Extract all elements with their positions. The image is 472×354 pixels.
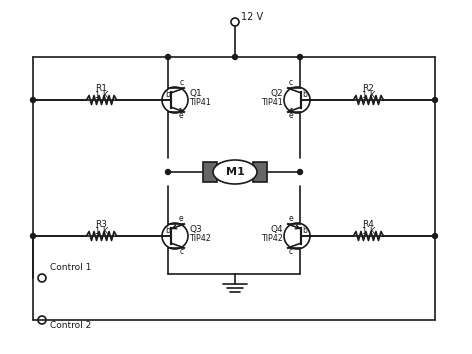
Text: Q2: Q2 — [270, 89, 283, 98]
Text: e: e — [289, 111, 293, 120]
Circle shape — [31, 97, 35, 103]
Text: M1: M1 — [226, 167, 244, 177]
Circle shape — [233, 55, 237, 59]
Circle shape — [166, 55, 170, 59]
Text: c: c — [289, 247, 293, 256]
Circle shape — [31, 234, 35, 239]
Text: e: e — [179, 214, 183, 223]
Circle shape — [432, 97, 438, 103]
Text: 1 K: 1 K — [95, 91, 108, 100]
Text: e: e — [289, 214, 293, 223]
Text: 1 K: 1 K — [362, 227, 375, 236]
Circle shape — [166, 170, 170, 175]
Text: Q4: Q4 — [270, 225, 283, 234]
Text: e: e — [179, 111, 183, 120]
Text: b: b — [302, 226, 307, 235]
Text: R1: R1 — [95, 84, 108, 93]
Text: 12 V: 12 V — [241, 12, 263, 22]
Text: Control 1: Control 1 — [50, 263, 92, 272]
Text: c: c — [179, 78, 183, 87]
Text: b: b — [165, 90, 170, 99]
Text: R3: R3 — [95, 220, 108, 229]
Text: TIP41: TIP41 — [189, 98, 211, 107]
Ellipse shape — [213, 160, 257, 184]
Text: Control 2: Control 2 — [50, 321, 91, 330]
Circle shape — [297, 170, 303, 175]
Circle shape — [297, 55, 303, 59]
Bar — [253, 162, 267, 182]
Text: TIP41: TIP41 — [261, 98, 283, 107]
Text: b: b — [302, 90, 307, 99]
Text: TIP42: TIP42 — [261, 234, 283, 243]
Text: 1 K: 1 K — [362, 91, 375, 100]
Text: b: b — [165, 226, 170, 235]
Text: c: c — [179, 247, 183, 256]
Circle shape — [432, 234, 438, 239]
Text: TIP42: TIP42 — [189, 234, 211, 243]
Text: Q1: Q1 — [189, 89, 202, 98]
Text: Q3: Q3 — [189, 225, 202, 234]
Text: c: c — [289, 78, 293, 87]
Bar — [203, 162, 217, 182]
Text: R2: R2 — [362, 84, 374, 93]
Text: 1 K: 1 K — [95, 227, 108, 236]
Text: R4: R4 — [362, 220, 374, 229]
